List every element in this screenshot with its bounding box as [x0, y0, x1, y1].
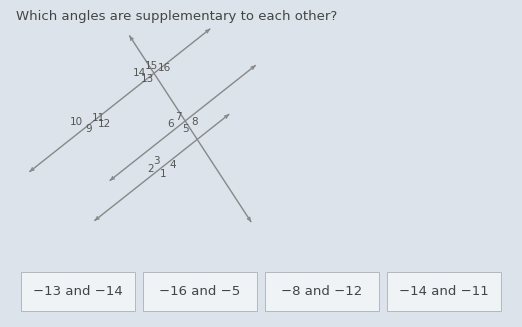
Text: 12: 12 [98, 119, 112, 129]
Text: 8: 8 [192, 117, 198, 127]
Text: 16: 16 [158, 63, 171, 74]
Text: Which angles are supplementary to each other?: Which angles are supplementary to each o… [16, 10, 337, 24]
Text: 2: 2 [148, 164, 155, 174]
Text: 5: 5 [182, 124, 189, 134]
Text: −8 and −12: −8 and −12 [281, 285, 363, 298]
Text: 7: 7 [175, 112, 182, 122]
Text: 3: 3 [153, 156, 160, 166]
Text: −13 and −14: −13 and −14 [33, 285, 123, 298]
Text: 15: 15 [145, 61, 158, 71]
Text: 10: 10 [70, 117, 83, 127]
Text: 9: 9 [85, 124, 92, 134]
Text: 4: 4 [169, 160, 176, 170]
Text: 11: 11 [91, 112, 105, 123]
Text: −16 and −5: −16 and −5 [159, 285, 241, 298]
Text: 13: 13 [140, 74, 154, 84]
FancyBboxPatch shape [387, 272, 501, 311]
FancyBboxPatch shape [143, 272, 257, 311]
FancyBboxPatch shape [265, 272, 379, 311]
Text: −14 and −11: −14 and −11 [399, 285, 489, 298]
Text: 14: 14 [133, 68, 146, 77]
Text: 6: 6 [167, 119, 174, 129]
Text: 1: 1 [160, 168, 167, 179]
FancyBboxPatch shape [21, 272, 135, 311]
